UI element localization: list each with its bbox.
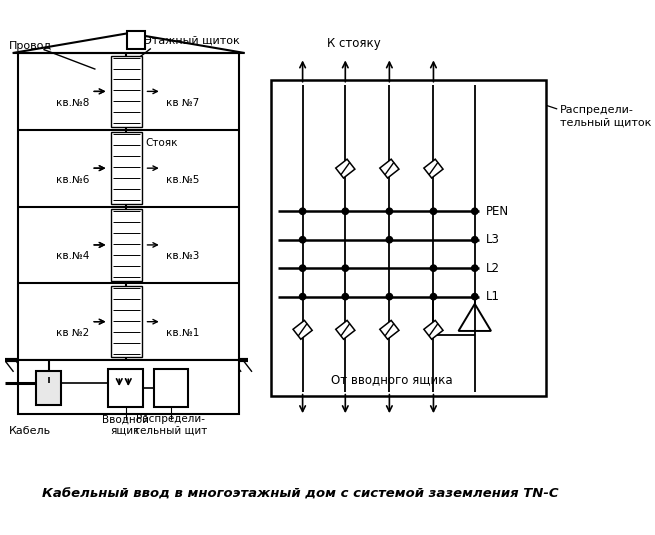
Circle shape xyxy=(342,265,348,271)
Circle shape xyxy=(299,236,306,243)
Text: Стояк: Стояк xyxy=(145,139,178,148)
Circle shape xyxy=(299,265,306,271)
Text: Кабельный ввод в многоэтажный дом с системой заземления TN-C: Кабельный ввод в многоэтажный дом с сист… xyxy=(42,487,559,500)
Circle shape xyxy=(430,294,437,300)
Circle shape xyxy=(299,294,306,300)
Text: От вводного ящика: От вводного ящика xyxy=(331,373,453,386)
Circle shape xyxy=(472,236,478,243)
Bar xyxy=(18,53,239,360)
Text: К стояку: К стояку xyxy=(328,37,381,50)
Polygon shape xyxy=(380,320,399,339)
Polygon shape xyxy=(293,320,312,339)
Bar xyxy=(36,371,62,405)
Circle shape xyxy=(472,208,478,215)
Text: L3: L3 xyxy=(485,233,500,246)
Text: Распредели-
тельный щиток: Распредели- тельный щиток xyxy=(560,105,651,127)
Bar xyxy=(18,360,239,414)
Text: L2: L2 xyxy=(485,262,500,274)
Polygon shape xyxy=(336,159,355,178)
Circle shape xyxy=(342,294,348,300)
Text: Кабель: Кабель xyxy=(9,425,51,435)
Polygon shape xyxy=(380,159,399,178)
Text: L1: L1 xyxy=(485,290,500,303)
Circle shape xyxy=(430,208,437,215)
Bar xyxy=(111,209,142,280)
Text: кв.№4: кв.№4 xyxy=(56,251,89,262)
Text: кв.№1: кв.№1 xyxy=(166,328,200,338)
Polygon shape xyxy=(424,320,443,339)
Text: кв.№5: кв.№5 xyxy=(166,174,200,185)
Bar xyxy=(153,369,188,407)
Circle shape xyxy=(342,208,348,215)
Bar xyxy=(111,56,142,127)
Circle shape xyxy=(472,294,478,300)
Text: Провод: Провод xyxy=(9,41,52,51)
Text: кв №2: кв №2 xyxy=(56,328,89,338)
Bar xyxy=(127,32,145,49)
Text: Распредели-
тельный щит: Распредели- тельный щит xyxy=(134,414,208,436)
Bar xyxy=(111,286,142,357)
Polygon shape xyxy=(336,320,355,339)
Bar xyxy=(109,369,143,407)
Circle shape xyxy=(386,294,392,300)
Circle shape xyxy=(386,236,392,243)
Text: кв.№3: кв.№3 xyxy=(166,251,200,262)
Polygon shape xyxy=(424,159,443,178)
Text: Вводной
ящик: Вводной ящик xyxy=(102,414,149,436)
Text: кв.№6: кв.№6 xyxy=(56,174,89,185)
Bar xyxy=(271,80,546,396)
Text: Этажный щиток: Этажный щиток xyxy=(144,35,240,45)
Circle shape xyxy=(430,265,437,271)
Text: кв.№8: кв.№8 xyxy=(56,98,89,108)
Circle shape xyxy=(472,265,478,271)
Bar xyxy=(111,133,142,204)
Text: PEN: PEN xyxy=(485,205,509,218)
Circle shape xyxy=(299,208,306,215)
Text: кв №7: кв №7 xyxy=(166,98,200,108)
Circle shape xyxy=(386,208,392,215)
